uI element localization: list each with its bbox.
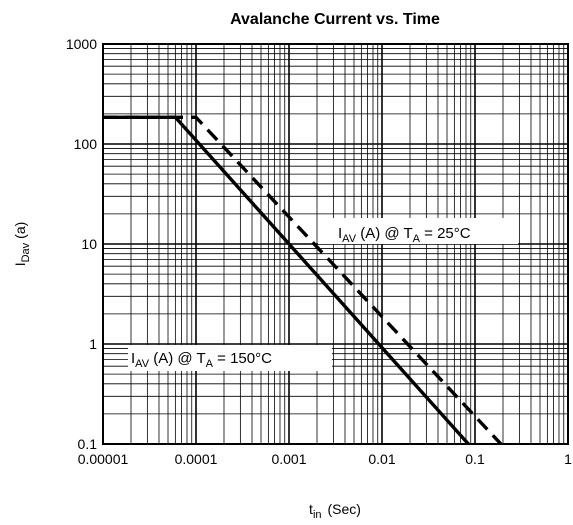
annotation-25c-label: IAV (A) @ TA = 25°C: [338, 225, 471, 245]
plot-frame: [102, 43, 569, 445]
y-tick-label: 0.1: [78, 436, 98, 452]
annotation-150c-box: [128, 345, 332, 371]
y-tick-label: 1000: [66, 36, 97, 52]
x-tick-label: 0.00001: [78, 451, 129, 467]
tick-labels: 0.00001 0.0001 0.001 0.01 0.1 1 0.1 1 10 100 1000: [66, 36, 572, 467]
annotation-25c: IAV (A) @ TA = 25°C: [318, 218, 518, 245]
annotation-150c: IAV (A) @ TA = 150°C: [128, 345, 332, 371]
x-tick-label: 1: [564, 451, 572, 467]
series-25c-line: [103, 115, 503, 446]
y-tick-label: 100: [74, 136, 98, 152]
y-tick-label: 1: [89, 336, 97, 352]
plot-grid: [103, 44, 568, 444]
y-tick-label: 10: [81, 236, 97, 252]
annotation-25c-box: [318, 218, 518, 244]
y-axis-label: IDav(a): [12, 222, 32, 267]
x-tick-label: 0.1: [465, 451, 485, 467]
x-tick-label: 0.001: [271, 451, 306, 467]
annotation-150c-label: IAV (A) @ TA = 150°C: [131, 350, 272, 370]
x-axis-label: tin (Sec): [309, 501, 361, 521]
chart-title: Avalanche Current vs. Time: [230, 11, 440, 28]
series-layer: [103, 115, 503, 446]
x-tick-label: 0.01: [368, 451, 395, 467]
x-tick-label: 0.0001: [175, 451, 218, 467]
